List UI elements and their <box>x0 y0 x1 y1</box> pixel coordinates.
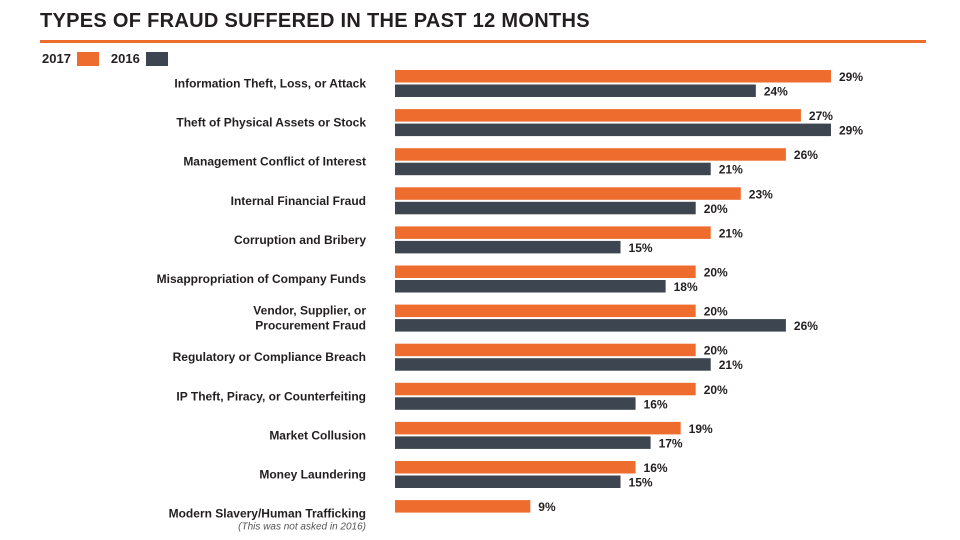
bar-2017 <box>395 148 786 161</box>
category-label: Money Laundering <box>259 468 366 482</box>
category-label: IP Theft, Piracy, or Counterfeiting <box>176 389 366 403</box>
bar-2017 <box>395 226 711 239</box>
title-divider <box>40 40 926 43</box>
data-label: 20% <box>704 383 728 397</box>
bar-2016 <box>395 319 786 332</box>
bar-2016 <box>395 280 666 293</box>
data-label: 20% <box>704 344 728 358</box>
data-label: 29% <box>839 124 863 138</box>
legend-item-2017: 2017 <box>42 51 99 66</box>
bar-2016 <box>395 84 756 97</box>
bar-2016 <box>395 201 696 215</box>
bar-2016 <box>395 475 621 488</box>
bar-2017 <box>395 461 636 474</box>
data-label: 20% <box>704 266 728 280</box>
category-label: Theft of Physical Assets or Stock <box>176 116 366 130</box>
bar-2017 <box>395 304 696 318</box>
data-label: 16% <box>644 461 668 475</box>
category-label: Market Collusion <box>269 428 366 442</box>
legend-label-2017: 2017 <box>42 51 71 66</box>
data-label: 17% <box>659 436 683 450</box>
data-label: 16% <box>644 397 668 411</box>
category-label: Procurement Fraud <box>255 319 366 333</box>
chart-legend: 2017 2016 <box>42 51 180 66</box>
legend-swatch-2016 <box>145 51 168 66</box>
bar-2017 <box>395 421 681 435</box>
data-label: 19% <box>689 422 713 436</box>
bar-2017 <box>395 382 696 396</box>
chart-title: TYPES OF FRAUD SUFFERED IN THE PAST 12 M… <box>40 10 590 32</box>
data-label: 15% <box>629 241 653 255</box>
bar-2016 <box>395 162 711 176</box>
category-label: Corruption and Bribery <box>234 233 366 247</box>
category-label: Information Theft, Loss, or Attack <box>174 77 366 91</box>
bar-2016 <box>395 436 651 449</box>
data-label: 9% <box>538 500 556 514</box>
data-label: 15% <box>629 476 653 490</box>
bar-2017 <box>395 500 531 513</box>
category-note: (This was not asked in 2016) <box>238 522 366 533</box>
bar-2017 <box>395 70 831 83</box>
legend-item-2016: 2016 <box>111 51 168 66</box>
legend-label-2016: 2016 <box>110 51 140 66</box>
category-label: Regulatory or Compliance Breach <box>173 350 366 364</box>
bar-2016 <box>395 358 711 371</box>
bar-2016 <box>395 123 831 137</box>
data-label: 20% <box>704 305 728 319</box>
bar-2017 <box>395 343 696 357</box>
category-label: Management Conflict of Interest <box>183 155 366 169</box>
data-label: 21% <box>719 226 743 240</box>
category-label: Vendor, Supplier, or <box>253 304 366 318</box>
category-label: Modern Slavery/Human Trafficking <box>169 507 366 521</box>
data-label: 26% <box>794 148 818 162</box>
data-label: 29% <box>839 70 863 84</box>
bar-2017 <box>395 265 696 278</box>
data-label: 26% <box>794 319 818 333</box>
bar-2016 <box>395 240 621 254</box>
bar-2017 <box>395 187 741 200</box>
data-label: 21% <box>719 358 743 372</box>
data-label: 27% <box>809 109 833 123</box>
bar-2017 <box>395 109 801 122</box>
data-label: 18% <box>674 280 698 294</box>
data-label: 20% <box>704 202 728 216</box>
data-label: 24% <box>764 85 788 99</box>
data-label: 21% <box>719 163 743 177</box>
data-label: 23% <box>749 187 773 201</box>
legend-swatch-2017 <box>76 51 99 66</box>
category-label: Misappropriation of Company Funds <box>157 272 367 286</box>
bar-2016 <box>395 397 636 410</box>
category-label: Internal Financial Fraud <box>231 194 366 208</box>
